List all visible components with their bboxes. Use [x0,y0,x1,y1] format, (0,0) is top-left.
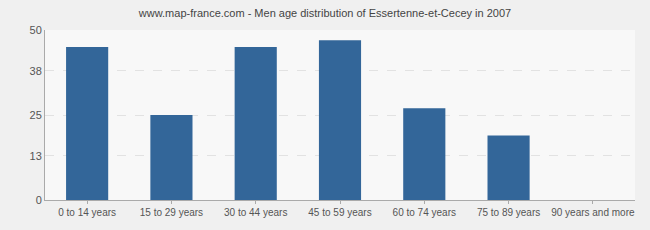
svg-text:0: 0 [36,194,42,206]
svg-text:75 to 89 years: 75 to 89 years [477,207,540,218]
svg-text:50: 50 [30,24,42,36]
svg-text:www.map-france.com - Men age d: www.map-france.com - Men age distributio… [138,7,511,19]
svg-text:90 years and more: 90 years and more [551,207,635,218]
svg-text:38: 38 [30,65,42,77]
svg-text:0 to 14 years: 0 to 14 years [58,207,116,218]
svg-text:15 to 29 years: 15 to 29 years [140,207,203,218]
svg-text:60 to 74 years: 60 to 74 years [393,207,456,218]
svg-text:13: 13 [30,150,42,162]
svg-text:45 to 59 years: 45 to 59 years [308,207,371,218]
svg-text:25: 25 [30,109,42,121]
svg-text:30 to 44 years: 30 to 44 years [224,207,287,218]
